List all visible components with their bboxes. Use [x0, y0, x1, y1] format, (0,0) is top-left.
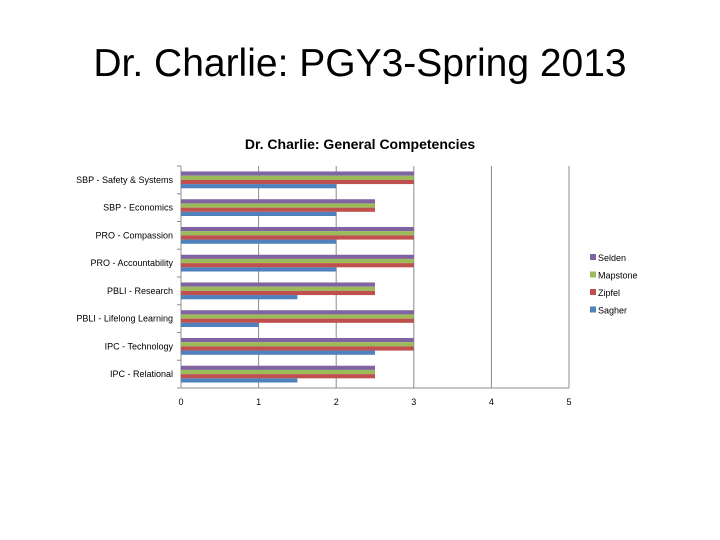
bar-zipfel-1 — [181, 207, 375, 212]
legend-swatch-zipfel — [590, 289, 596, 295]
bar-selden-5 — [181, 310, 414, 315]
legend-label-mapstone: Mapstone — [598, 271, 638, 281]
legend-swatch-sagher — [590, 306, 596, 313]
bar-selden-2 — [181, 226, 414, 232]
bar-selden-0 — [181, 171, 414, 176]
category-label-4: PBLI - Research — [107, 286, 173, 296]
bar-zipfel-4 — [181, 290, 375, 296]
bar-sagher-7 — [181, 378, 298, 383]
bar-mapstone-7 — [181, 369, 375, 375]
chart-title: Dr. Charlie: General Competencies — [244, 136, 476, 152]
bar-sagher-6 — [181, 350, 375, 355]
bar-zipfel-5 — [181, 318, 414, 323]
x-tick-label-2: 2 — [334, 397, 339, 407]
bar-selden-4 — [181, 282, 375, 287]
bar-sagher-0 — [181, 184, 337, 189]
x-tick-label-0: 0 — [178, 397, 183, 407]
legend-swatch-selden — [590, 254, 596, 260]
legend-label-zipfel: Zipfel — [598, 288, 620, 298]
x-tick-label-1: 1 — [256, 397, 261, 407]
bar-selden-1 — [181, 199, 375, 204]
bar-mapstone-1 — [181, 203, 375, 208]
bar-selden-7 — [181, 365, 375, 370]
category-label-5: PBLI - Lifelong Learning — [76, 314, 173, 324]
bar-mapstone-2 — [181, 231, 414, 236]
bar-sagher-3 — [181, 267, 337, 272]
category-label-7: IPC - Relational — [110, 369, 173, 379]
legend-label-sagher: Sagher — [598, 306, 627, 316]
x-tick-label-3: 3 — [411, 397, 416, 407]
category-label-1: SBP - Economics — [103, 203, 173, 213]
bar-zipfel-6 — [181, 346, 414, 351]
bar-mapstone-0 — [181, 175, 414, 180]
bar-selden-3 — [181, 254, 414, 259]
category-label-3: PRO - Accountability — [90, 258, 173, 268]
bar-mapstone-3 — [181, 258, 414, 264]
bar-zipfel-2 — [181, 235, 414, 240]
bar-sagher-2 — [181, 239, 337, 244]
bar-zipfel-7 — [181, 374, 375, 379]
bar-sagher-4 — [181, 295, 298, 300]
x-tick-label-4: 4 — [489, 397, 494, 407]
bar-zipfel-3 — [181, 263, 414, 268]
category-label-2: PRO - Compassion — [95, 230, 173, 240]
legend-swatch-mapstone — [590, 271, 596, 278]
category-label-0: SBP - Safety & Systems — [76, 175, 173, 185]
bar-zipfel-0 — [181, 179, 414, 185]
bar-mapstone-6 — [181, 342, 414, 347]
bar-mapstone-5 — [181, 314, 414, 319]
x-tick-label-5: 5 — [566, 397, 571, 407]
slide-title: Dr. Charlie: PGY3-Spring 2013 — [93, 42, 627, 85]
bar-sagher-5 — [181, 322, 259, 328]
bar-selden-6 — [181, 337, 414, 343]
category-label-6: IPC - Technology — [105, 341, 174, 351]
bar-sagher-1 — [181, 211, 337, 217]
bar-mapstone-4 — [181, 286, 375, 291]
legend-label-selden: Selden — [598, 253, 626, 263]
